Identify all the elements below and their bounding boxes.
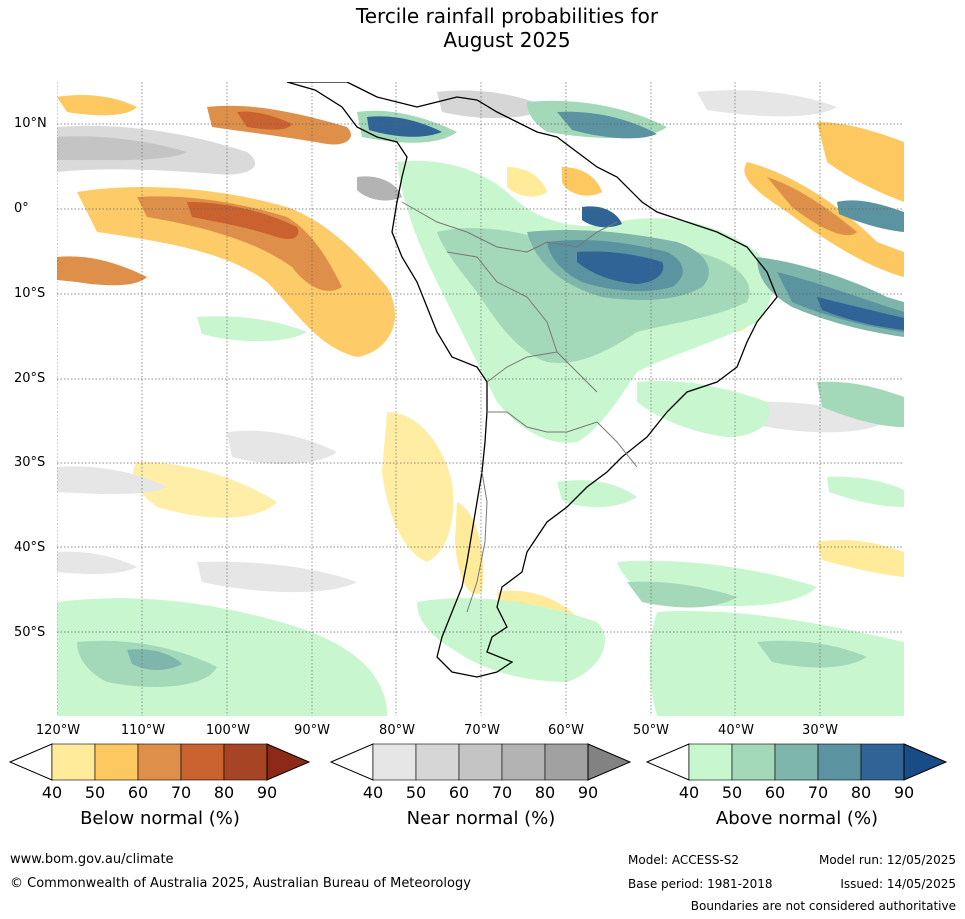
lat-label-40s: 40°S [14, 540, 46, 555]
lon-label-70w: 70°W [464, 723, 500, 738]
colorbar-near-swatch [544, 743, 589, 781]
colorbar-above-swatch [817, 743, 862, 781]
colorbar-above-tick: 40 [678, 783, 700, 802]
colorbar-below-swatch [94, 743, 139, 781]
colorbar-below-title: Below normal (%) [80, 808, 240, 829]
colorbar-below-swatch [51, 743, 96, 781]
lat-label-50s: 50°S [14, 625, 46, 640]
colorbar-below-tick: 60 [127, 783, 149, 802]
colorbar-below-swatch [223, 743, 268, 781]
south-america-coastline [286, 82, 778, 678]
colorbar-above-tick: 90 [893, 783, 915, 802]
colorbar-near-tick: 90 [577, 783, 599, 802]
lon-label-110w: 110°W [120, 723, 166, 738]
colorbar-near-swatch [501, 743, 546, 781]
base-period: Base period: 1981-2018 [628, 877, 773, 891]
lat-label-0: 0° [14, 201, 29, 216]
colorbar-near-swatch [372, 743, 417, 781]
title-line-2: August 2025 [443, 28, 571, 52]
colorbar-near-tick: 50 [405, 783, 427, 802]
gridlines [57, 82, 904, 716]
colorbar-above-swatch [688, 743, 733, 781]
colorbar-above-tick: 80 [850, 783, 872, 802]
lat-label-10s: 10°S [14, 286, 46, 301]
colorbar-below-tick: 80 [213, 783, 235, 802]
country-borders [401, 201, 638, 613]
colorbar-above-swatch [774, 743, 819, 781]
lat-label-30s: 30°S [14, 455, 46, 470]
colorbar-below-tick: 70 [170, 783, 192, 802]
colorbar-below-swatch [180, 743, 225, 781]
lon-label-80w: 80°W [379, 723, 415, 738]
lon-label-100w: 100°W [205, 723, 251, 738]
colorbar-near-extend [587, 743, 632, 781]
colorbar-near-normal [329, 743, 632, 781]
lon-label-40w: 40°W [718, 723, 754, 738]
website-link[interactable]: www.bom.gov.au/climate [10, 852, 174, 867]
colorbar-above-tick: 60 [764, 783, 786, 802]
lon-label-30w: 30°W [802, 723, 838, 738]
colorbar-above-title: Above normal (%) [715, 808, 879, 829]
lon-label-120w: 120°W [35, 723, 81, 738]
map-canvas [57, 82, 904, 716]
colorbar-near-title: Near normal (%) [406, 808, 556, 829]
colorbar-above-normal [645, 743, 948, 781]
lon-label-60w: 60°W [548, 723, 584, 738]
lat-label-10n: 10°N [14, 116, 47, 131]
issued-date: Issued: 14/05/2025 [840, 877, 956, 891]
lon-label-90w: 90°W [294, 723, 330, 738]
colorbar-above-swatch [731, 743, 776, 781]
colorbar-near-swatch [415, 743, 460, 781]
colorbar-below-swatch [137, 743, 182, 781]
colorbar-above-tick: 50 [721, 783, 743, 802]
model-run-date: Model run: 12/05/2025 [818, 853, 956, 867]
colorbar-below-tick: 50 [84, 783, 106, 802]
colorbar-above-extend [903, 743, 948, 781]
colorbar-above-swatch [860, 743, 905, 781]
colorbar-below-normal [8, 743, 311, 781]
colorbar-below-extend [266, 743, 311, 781]
colorbar-near-swatch [458, 743, 503, 781]
probability-map [57, 82, 904, 716]
boundaries-disclaimer: Boundaries are not considered authoritat… [690, 899, 956, 913]
colorbar-near-tick: 70 [491, 783, 513, 802]
copyright-text: © Commonwealth of Australia 2025, Austra… [10, 876, 471, 891]
lat-label-20s: 20°S [14, 371, 46, 386]
map-title: Tercile rainfall probabilities for Augus… [0, 4, 965, 52]
colorbar-below-tick: 40 [41, 783, 63, 802]
model-name: Model: ACCESS-S2 [628, 853, 740, 867]
colorbar-near-tick: 80 [534, 783, 556, 802]
colorbar-near-tick: 60 [448, 783, 470, 802]
probability-shading [57, 90, 904, 716]
colorbar-above-tick: 70 [807, 783, 829, 802]
title-line-1: Tercile rainfall probabilities for [355, 4, 659, 28]
colorbar-near-tick: 40 [362, 783, 384, 802]
colorbar-below-tick: 90 [256, 783, 278, 802]
lon-label-50w: 50°W [633, 723, 669, 738]
